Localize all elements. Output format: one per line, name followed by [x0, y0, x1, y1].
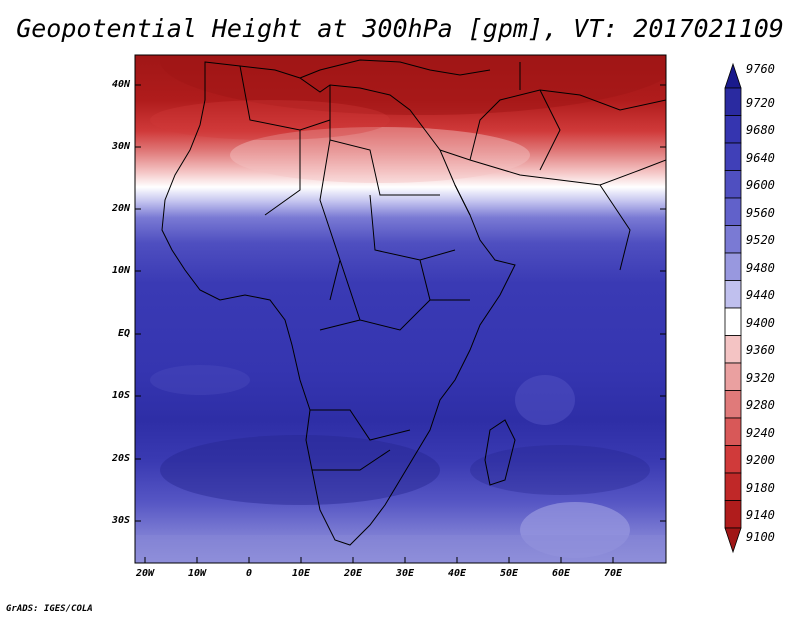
colorbar-box [724, 170, 742, 199]
colorbar-box [724, 500, 742, 529]
colorbar-box [724, 280, 742, 309]
lat-label-10s: 10S [111, 390, 130, 401]
colorbar-box [724, 225, 742, 254]
colorbar [724, 62, 742, 554]
colorbar-arrow-top [724, 62, 742, 89]
plot-frame [134, 54, 667, 564]
colorbar-label: 9240 [746, 425, 775, 440]
colorbar-label: 9320 [746, 370, 775, 385]
lon-label-60e: 60E [551, 568, 571, 579]
colorbar-label: 9720 [746, 95, 775, 110]
lon-label-30e: 30E [395, 568, 415, 579]
colorbar-box [724, 390, 742, 419]
axis-ticks [135, 84, 666, 563]
colorbar-label: 9480 [746, 260, 775, 275]
colorbar-label: 9760 [746, 62, 775, 76]
colorbar-arrow-bottom [724, 527, 742, 554]
colorbar-label: 9140 [746, 508, 775, 523]
colorbar-label: 9400 [746, 315, 775, 330]
colorbar-label: 9560 [746, 205, 775, 220]
colorbar-box [724, 445, 742, 474]
lat-label-20n: 20N [111, 203, 130, 214]
colorbar-label: 9280 [746, 398, 775, 413]
lon-label-20w: 20W [135, 568, 155, 579]
lat-label-10n: 10N [111, 265, 130, 276]
colorbar-label: 9680 [746, 123, 775, 138]
lon-label-20e: 20E [343, 568, 363, 579]
colorbar-box [724, 472, 742, 501]
lat-label-eq: EQ [117, 328, 130, 339]
colorbar-box [724, 252, 742, 281]
colorbar-label: 9360 [746, 343, 775, 358]
height-field [135, 55, 666, 563]
lat-label-40n: 40N [111, 79, 130, 90]
colorbar-box [724, 87, 742, 116]
lon-label-70e: 70E [603, 568, 623, 579]
lon-label-10w: 10W [187, 568, 207, 579]
lon-label-40e: 40E [447, 568, 467, 579]
colorbar-box [724, 417, 742, 446]
credit-text: GrADS: IGES/COLA [6, 604, 93, 614]
lon-label-50e: 50E [499, 568, 519, 579]
colorbar-box [724, 307, 742, 336]
coastlines [161, 59, 666, 546]
colorbar-box [724, 142, 742, 171]
colorbar-label: 9180 [746, 480, 775, 495]
lat-label-30n: 30N [111, 141, 130, 152]
colorbar-label: 9640 [746, 150, 775, 165]
colorbar-label: 9440 [746, 288, 775, 303]
colorbar-box [724, 362, 742, 391]
colorbar-label: 9200 [746, 453, 775, 468]
colorbar-label: 9520 [746, 233, 775, 248]
colorbar-label: 9600 [746, 178, 775, 193]
colorbar-box [724, 115, 742, 144]
map-title: Geopotential Height at 300hPa [gpm], VT:… [16, 14, 784, 43]
lon-label-0: 0 [245, 568, 253, 579]
colorbar-box [724, 197, 742, 226]
lat-label-30s: 30S [111, 515, 130, 526]
colorbar-label: 9100 [746, 530, 775, 544]
colorbar-box [724, 335, 742, 364]
lon-label-10e: 10E [291, 568, 311, 579]
lat-label-20s: 20S [111, 453, 130, 464]
